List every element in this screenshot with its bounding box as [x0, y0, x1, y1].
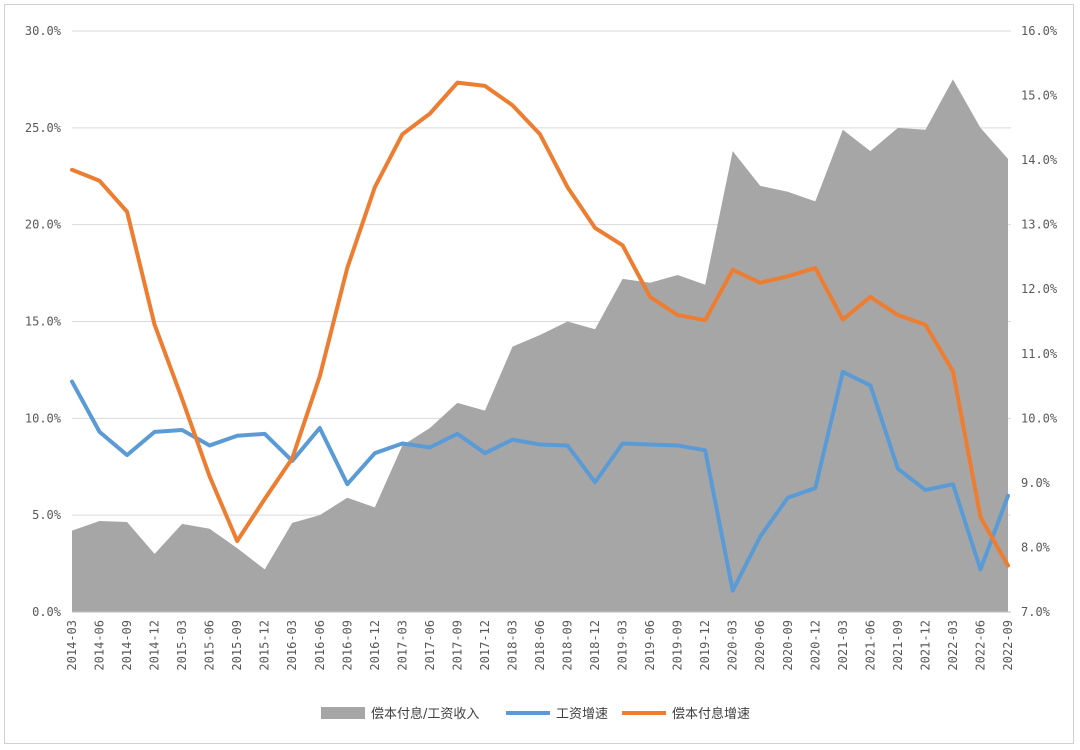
x-tick-label: 2021-03 — [836, 620, 850, 671]
x-tick-label: 2016-06 — [313, 620, 327, 671]
x-tick-label: 2016-09 — [340, 620, 354, 671]
line-series-1 — [70, 369, 1010, 593]
y-left-tick-label: 20.0% — [25, 218, 62, 232]
area-layer — [72, 79, 1008, 612]
y-right-tick-label: 7.0% — [1021, 605, 1051, 619]
x-tick-label: 2021-12 — [918, 620, 932, 671]
area-series — [72, 79, 1008, 612]
x-tick-label: 2015-03 — [175, 620, 189, 671]
x-tick-label: 2018-12 — [588, 620, 602, 671]
x-tick-label: 2014-09 — [120, 620, 134, 671]
x-tick-label: 2016-03 — [285, 620, 299, 671]
legend-label: 工资增速 — [556, 707, 608, 722]
chart-frame: 0.0% 5.0% 10.0% 15.0% 20.0% 25.0% 30.0% 7.0% 8.… — [4, 4, 1074, 744]
x-tick-label: 2015-06 — [203, 620, 217, 671]
x-tick-label: 2019-09 — [671, 620, 685, 671]
x-tick-label: 2014-12 — [148, 620, 162, 671]
y-axis-left: 0.0% 5.0% 10.0% 15.0% 20.0% 25.0% 30.0% — [25, 24, 62, 619]
y-right-tick-label: 9.0% — [1021, 476, 1051, 490]
x-tick-label: 2019-03 — [616, 620, 630, 671]
x-tick-label: 2018-03 — [505, 620, 519, 671]
x-tick-label: 2015-12 — [258, 620, 272, 671]
x-axis: 2014-03 2014-06 2014-09 2014-12 2015-03 2015-… — [65, 611, 1015, 671]
y-right-tick-label: 12.0% — [1021, 282, 1058, 296]
x-tick-label: 2015-09 — [230, 620, 244, 671]
y-right-tick-label: 14.0% — [1021, 153, 1058, 167]
x-tick-label: 2019-12 — [698, 620, 712, 671]
x-tick-label: 2019-06 — [643, 620, 657, 671]
x-tick-label: 2017-03 — [395, 620, 409, 671]
y-right-tick-label: 16.0% — [1021, 24, 1058, 38]
x-tick-label: 2014-03 — [65, 620, 79, 671]
x-tick-label: 2017-06 — [423, 620, 437, 671]
y-right-tick-label: 11.0% — [1021, 347, 1058, 361]
x-tick-label: 2020-06 — [753, 620, 767, 671]
y-left-tick-label: 25.0% — [25, 121, 62, 135]
line-series-2 — [70, 80, 1010, 568]
x-tick-label: 2021-06 — [863, 620, 877, 671]
x-tick-label: 2016-12 — [368, 620, 382, 671]
y-right-tick-label: 15.0% — [1021, 89, 1058, 103]
y-right-tick-label: 13.0% — [1021, 218, 1058, 232]
y-left-tick-label: 15.0% — [25, 315, 62, 329]
x-tick-label: 2018-06 — [533, 620, 547, 671]
legend: 偿本付息/工资收入 工资增速 偿本付息增速 — [321, 706, 750, 722]
chart-svg: 0.0% 5.0% 10.0% 15.0% 20.0% 25.0% 30.0% 7.0% 8.… — [25, 24, 1058, 722]
legend-label: 偿本付息/工资收入 — [371, 706, 479, 722]
y-left-tick-label: 30.0% — [25, 24, 62, 38]
y-left-tick-label: 5.0% — [32, 508, 62, 522]
x-tick-label: 2022-06 — [973, 620, 987, 671]
y-left-tick-label: 10.0% — [25, 411, 62, 425]
x-tick-label: 2014-06 — [93, 620, 107, 671]
x-tick-label: 2021-09 — [891, 620, 905, 671]
legend-label: 偿本付息增速 — [672, 706, 750, 722]
x-tick-label: 2022-09 — [1001, 620, 1015, 671]
y-right-tick-label: 8.0% — [1021, 540, 1051, 554]
x-tick-label: 2022-03 — [946, 620, 960, 671]
line-layer — [70, 80, 1010, 593]
y-axis-right: 7.0% 8.0% 9.0% 10.0% 11.0% 12.0% 13.0% 14.0% 15.… — [1021, 24, 1058, 619]
x-tick-label: 2017-09 — [450, 620, 464, 671]
x-tick-label: 2017-12 — [478, 620, 492, 671]
x-tick-label: 2020-12 — [808, 620, 822, 671]
x-tick-label: 2020-03 — [726, 620, 740, 671]
x-tick-label: 2018-09 — [561, 620, 575, 671]
legend-swatch-area — [321, 707, 365, 719]
x-tick-label: 2020-09 — [781, 620, 795, 671]
y-left-tick-label: 0.0% — [32, 605, 62, 619]
y-right-tick-label: 10.0% — [1021, 411, 1058, 425]
